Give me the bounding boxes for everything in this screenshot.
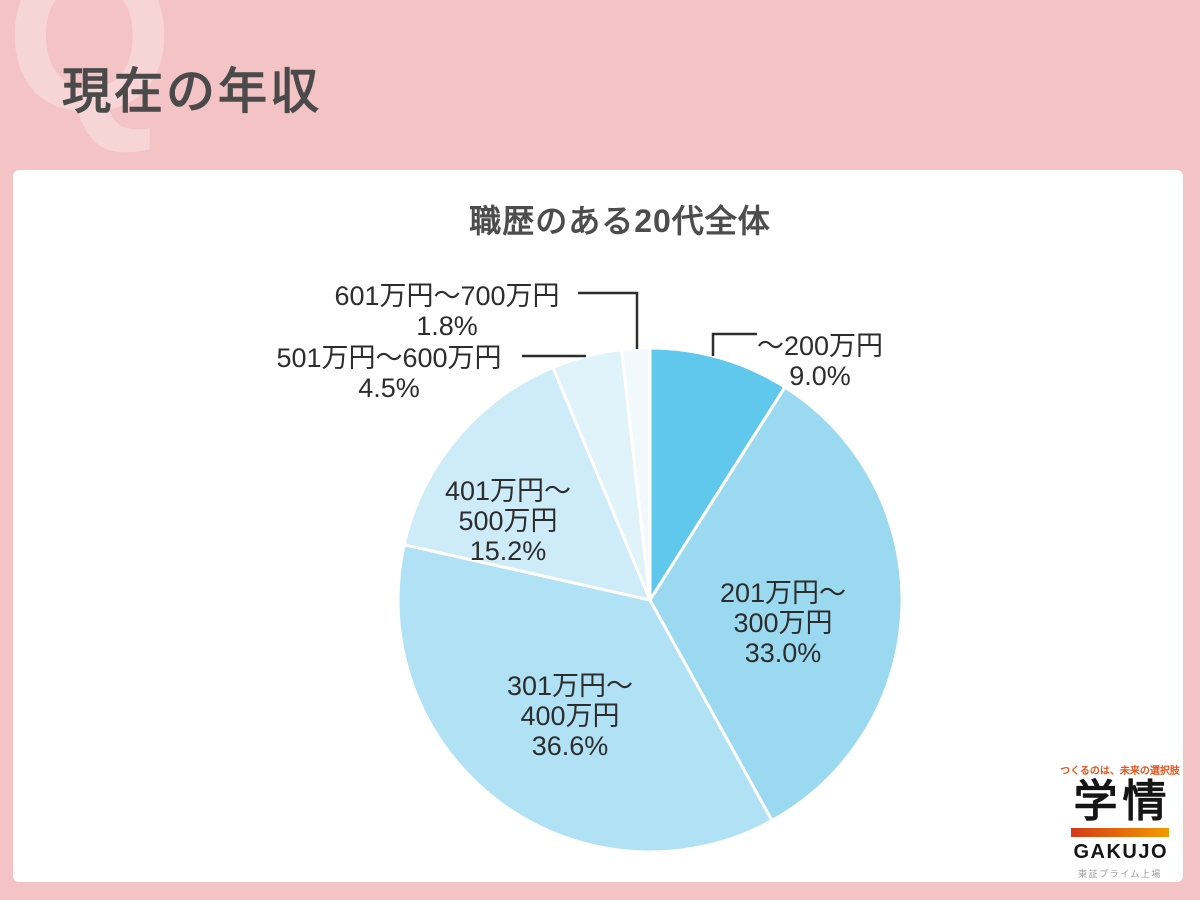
leader-line-601-700 bbox=[578, 291, 639, 349]
leader-line-under-200 bbox=[711, 332, 757, 356]
logo-listing-text: 東証プライム上場 bbox=[1078, 869, 1162, 879]
logo-gradient-bar bbox=[1071, 828, 1169, 837]
pie-label-range: 601万円〜700万円 bbox=[334, 281, 560, 311]
pie-label-range: 401万円〜 bbox=[444, 476, 572, 506]
logo-name-jp: 学情 bbox=[1073, 777, 1172, 826]
pie-label-pct: 1.8% bbox=[416, 311, 478, 341]
pie-label-pct: 4.5% bbox=[358, 373, 420, 403]
gakujo-logo: つくるのは、未来の選択肢 学情 GAKUJO 東証プライム上場 bbox=[1056, 762, 1184, 880]
pie-slice-2 bbox=[396, 543, 774, 854]
pie-label-range: 501万円〜600万円 bbox=[276, 343, 502, 373]
logo-name-en: GAKUJO bbox=[1073, 841, 1169, 863]
pie-slice-0 bbox=[648, 346, 787, 602]
pie-label-under-200: 〜200万円 9.0% bbox=[757, 331, 883, 391]
pie-label-pct: 36.6% bbox=[531, 731, 609, 761]
pie-label-range: 301万円〜 bbox=[506, 671, 634, 701]
pie-label-range: 201万円〜 bbox=[719, 578, 847, 608]
pie-label-401-500: 401万円〜 500万円 15.2% bbox=[445, 476, 571, 566]
pie-label-601-700: 601万円〜700万円 1.8% bbox=[334, 281, 559, 341]
pie-label-pct: 33.0% bbox=[744, 638, 822, 668]
pie-label-pct: 15.2% bbox=[469, 536, 547, 566]
page-title: 現在の年収 bbox=[62, 65, 323, 119]
q-watermark: Q bbox=[6, 0, 174, 156]
pie-label-range: 〜200万円 bbox=[756, 331, 884, 361]
pie-slice-3 bbox=[402, 365, 652, 602]
pie-label-pct: 9.0% bbox=[789, 361, 851, 391]
pie-label-201-300: 201万円〜 300万円 33.0% bbox=[720, 578, 846, 668]
pie-label-501-600: 501万円〜600万円 4.5% bbox=[276, 343, 501, 403]
chart-title: 職歴のある20代全体 bbox=[469, 203, 771, 239]
pie-label-301-400: 301万円〜 400万円 36.6% bbox=[507, 671, 633, 761]
pie-label-range: 300万円 bbox=[733, 608, 833, 638]
pie-label-range: 500万円 bbox=[458, 506, 558, 536]
pie-label-range: 400万円 bbox=[520, 701, 620, 731]
logo-tagline: つくるのは、未来の選択肢 bbox=[1060, 766, 1180, 777]
